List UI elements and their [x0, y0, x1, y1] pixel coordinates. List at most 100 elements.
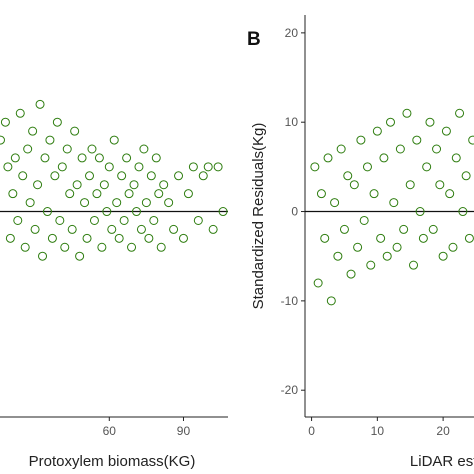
- scatter-point: [141, 198, 151, 208]
- scatter-point: [136, 224, 146, 234]
- scatter-point: [395, 144, 405, 154]
- scatter-point: [356, 135, 366, 145]
- scatter-point: [114, 233, 124, 243]
- scatter-point: [47, 233, 57, 243]
- scatter-point: [346, 269, 356, 279]
- scatter-point: [117, 171, 127, 181]
- scatter-point: [20, 242, 30, 252]
- scatter-point: [169, 224, 179, 234]
- scatter-point: [154, 189, 164, 199]
- scatter-point: [57, 162, 67, 172]
- scatter-point: [82, 233, 92, 243]
- scatter-point: [432, 144, 442, 154]
- scatter-point: [362, 162, 372, 172]
- scatter-point: [70, 126, 80, 136]
- scatter-point: [376, 233, 386, 243]
- scatter-point: [418, 233, 428, 243]
- left-scatter-panel: 60 90 Protoxylem biomass(KG): [0, 99, 228, 470]
- scatter-point: [402, 108, 412, 118]
- scatter-point: [343, 171, 353, 181]
- scatter-point: [193, 215, 203, 225]
- scatter-point: [124, 189, 134, 199]
- scatter-point: [122, 153, 132, 163]
- scatter-point: [87, 144, 97, 154]
- scatter-point: [10, 153, 20, 163]
- scatter-point: [313, 278, 323, 288]
- scatter-point: [80, 198, 90, 208]
- scatter-point: [336, 144, 346, 154]
- scatter-point: [102, 207, 112, 217]
- scatter-point: [144, 233, 154, 243]
- scatter-point: [139, 144, 149, 154]
- scatter-point: [333, 251, 343, 261]
- scatter-point: [164, 198, 174, 208]
- scatter-point: [464, 233, 474, 243]
- y-tick-label: 20: [285, 26, 299, 40]
- panel-tag-b: B: [247, 29, 261, 50]
- x-tick-label: 90: [177, 424, 191, 438]
- scatter-point: [339, 224, 349, 234]
- scatter-point: [213, 162, 223, 172]
- scatter-point: [50, 171, 60, 181]
- scatter-point: [183, 189, 193, 199]
- scatter-point: [62, 144, 72, 154]
- scatter-point: [35, 99, 45, 109]
- scatter-point: [77, 153, 87, 163]
- scatter-point: [458, 207, 468, 217]
- scatter-point: [72, 180, 82, 190]
- scatter-point: [92, 189, 102, 199]
- scatter-point: [45, 135, 55, 145]
- scatter-point: [3, 162, 13, 172]
- scatter-point: [422, 162, 432, 172]
- scatter-point: [349, 180, 359, 190]
- scatter-point: [75, 251, 85, 261]
- scatter-point: [399, 224, 409, 234]
- scatter-point: [203, 162, 213, 172]
- scatter-point: [156, 242, 166, 252]
- scatter-point: [149, 215, 159, 225]
- scatter-point: [99, 180, 109, 190]
- scatter-point: [188, 162, 198, 172]
- scatter-point: [409, 260, 419, 270]
- x-tick-label: 10: [371, 424, 385, 438]
- x-axis-title: LiDAR estimate: [410, 453, 474, 470]
- scatter-point: [198, 171, 208, 181]
- scatter-point: [127, 242, 137, 252]
- scatter-point: [468, 135, 474, 145]
- scatter-point: [131, 207, 141, 217]
- scatter-point: [15, 108, 25, 118]
- scatter-point: [42, 207, 52, 217]
- scatter-point: [65, 189, 75, 199]
- scatter-point: [448, 242, 458, 252]
- scatter-point: [438, 251, 448, 261]
- scatter-point: [428, 224, 438, 234]
- scatter-point: [425, 117, 435, 127]
- right-scatter-panel: 0 10 20 -20 -10 0 10 20 Standardized Residuals(K…: [250, 15, 474, 470]
- scatter-point: [389, 198, 399, 208]
- scatter-point: [445, 189, 455, 199]
- scatter-point: [55, 215, 65, 225]
- scatter-point: [119, 215, 129, 225]
- scatter-point: [85, 171, 95, 181]
- scatter-point: [94, 153, 104, 163]
- scatter-point: [369, 189, 379, 199]
- scatter-point: [451, 153, 461, 163]
- scatter-point: [405, 180, 415, 190]
- scatter-point: [412, 135, 422, 145]
- scatter-point: [159, 180, 169, 190]
- scatter-point: [89, 215, 99, 225]
- scatter-point: [40, 153, 50, 163]
- scatter-point: [330, 198, 340, 208]
- scatter-point: [8, 189, 18, 199]
- scatter-point: [218, 207, 228, 217]
- scatter-point: [0, 117, 10, 127]
- scatter-point: [455, 108, 465, 118]
- scatter-point: [146, 171, 156, 181]
- scatter-point: [5, 233, 15, 243]
- scatter-point: [52, 117, 62, 127]
- scatter-point: [60, 242, 70, 252]
- x-axis-title: Protoxylem biomass(KG): [29, 453, 196, 470]
- scatter-point: [23, 144, 33, 154]
- scatter-point: [353, 242, 363, 252]
